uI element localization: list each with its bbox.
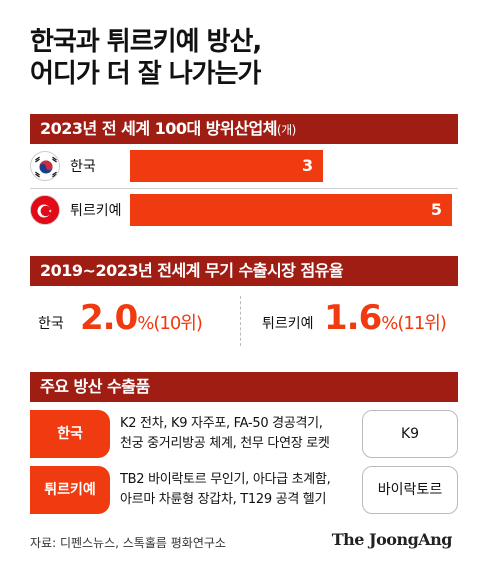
product-highlight-korea: K9: [362, 410, 458, 458]
share-divider: [240, 296, 241, 346]
share-label-korea: 한국: [38, 316, 64, 332]
share-number-korea: 2.0: [80, 298, 138, 338]
share-rank-korea: (10위): [153, 313, 203, 334]
product-list-turkey: TB2 바이락토르 무인기, 아다급 초계함, 아르마 차륜형 장갑차, T12…: [120, 470, 370, 510]
section-header-top100: 2023년 전 세계 100대 방위산업체(개): [30, 114, 458, 144]
product-list-korea-line1: K2 전차, K9 자주포, FA-50 경공격기,: [120, 416, 323, 431]
product-list-turkey-line1: TB2 바이락토르 무인기, 아다급 초계함,: [120, 472, 331, 487]
share-value-turkey: 1.6%(11위): [324, 298, 447, 338]
product-list-turkey-line2: 아르마 차륜형 장갑차, T129 공격 헬기: [120, 492, 327, 507]
bar-label-korea: 한국: [70, 159, 96, 175]
row-divider: [30, 188, 458, 189]
product-country-turkey: 튀르키예: [30, 466, 110, 514]
share-label-turkey: 튀르키예: [262, 316, 314, 332]
source-note: 자료: 디펜스뉴스, 스톡홀름 평화연구소: [30, 536, 226, 550]
section-header-products: 주요 방산 수출품: [30, 372, 458, 402]
product-row-turkey: 튀르키예 TB2 바이락토르 무인기, 아다급 초계함, 아르마 차륜형 장갑차…: [30, 466, 458, 514]
title-line-1: 한국과 튀르키예 방산,: [30, 27, 262, 57]
bar-value-turkey: 5: [430, 200, 442, 219]
section-header-top100-unit: (개): [276, 123, 296, 137]
section-header-top100-text: 2023년 전 세계 100대 방위산업체: [40, 119, 277, 138]
share-value-korea: 2.0%(10위): [80, 298, 203, 338]
section-header-export-share: 2019~2023년 전세계 무기 수출시장 점유율: [30, 256, 458, 286]
korea-flag-icon: [30, 151, 60, 181]
product-country-korea: 한국: [30, 410, 110, 458]
bar-turkey: 5: [130, 194, 452, 226]
share-rank-turkey: (11위): [397, 313, 447, 334]
share-pct-turkey: %: [381, 313, 398, 334]
section-header-export-share-text: 2019~2023년 전세계 무기 수출시장 점유율: [40, 261, 344, 280]
title-line-2: 어디가 더 잘 나가는가: [30, 59, 261, 89]
bar-label-turkey: 튀르키예: [70, 203, 122, 219]
bar-korea: 3: [130, 150, 324, 182]
turkey-flag-icon: [30, 195, 60, 225]
bar-value-korea: 3: [302, 156, 314, 175]
product-highlight-turkey: 바이락토르: [362, 466, 458, 514]
share-number-turkey: 1.6: [324, 298, 382, 338]
section-header-products-text: 주요 방산 수출품: [40, 377, 150, 396]
product-list-korea-line2: 천궁 중거리방공 체계, 천무 다연장 로켓: [120, 436, 330, 451]
page-title: 한국과 튀르키예 방산, 어디가 더 잘 나가는가: [30, 26, 450, 90]
product-list-korea: K2 전차, K9 자주포, FA-50 경공격기, 천궁 중거리방공 체계, …: [120, 414, 370, 454]
brand-logo: The JoongAng: [331, 530, 453, 549]
product-row-korea: 한국 K2 전차, K9 자주포, FA-50 경공격기, 천궁 중거리방공 체…: [30, 410, 458, 458]
share-pct-korea: %: [137, 313, 154, 334]
